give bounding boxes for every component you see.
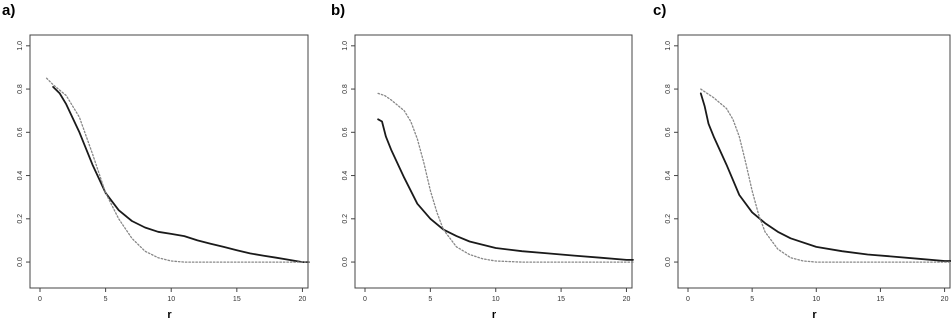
y-tick-label: 0.2 (665, 214, 672, 224)
x-tick-label: 5 (428, 296, 432, 303)
panel-label: c) (653, 2, 666, 19)
y-tick-label: 0.2 (342, 214, 349, 224)
y-tick-label: 0.8 (17, 84, 24, 94)
panel-label: b) (331, 2, 345, 19)
y-tick-label: 0.4 (17, 171, 24, 181)
y-tick-label: 1.0 (17, 41, 24, 51)
x-tick-label: 5 (750, 296, 754, 303)
x-tick-label: 10 (812, 296, 820, 303)
x-tick-label: 20 (299, 296, 307, 303)
series-line-dotted (700, 88, 951, 263)
x-tick-label: 20 (941, 296, 949, 303)
y-tick-label: 0.6 (342, 127, 349, 137)
x-tick-label: 15 (877, 296, 885, 303)
plot-frame (29, 34, 309, 289)
plot-frame (354, 34, 633, 289)
y-tick-label: 0.0 (665, 257, 672, 267)
y-tick-label: 0.8 (342, 84, 349, 94)
series-line-solid (699, 92, 951, 262)
plot-frame (677, 34, 951, 289)
panel-b: b) 0 5 10 15 20 0.0 0.2 0.4 0.6 0.8 1.0 r (331, 2, 634, 321)
y-tick-label: 0.8 (665, 84, 672, 94)
x-tick-label: 15 (557, 296, 565, 303)
y-tick-label: 0.4 (665, 171, 672, 181)
x-tick-label: 10 (167, 296, 175, 303)
y-tick-label: 0.0 (17, 257, 24, 267)
y-tick-label: 0.0 (342, 257, 349, 267)
panel-c: c) 0 5 10 15 20 0.0 0.2 0.4 0.6 0.8 1.0 r (653, 2, 951, 321)
x-tick-label: 15 (233, 296, 241, 303)
panel-a: a) 0 5 10 15 20 0.0 0.2 0.4 0.6 0.8 1.0 r (2, 2, 310, 321)
panel-label: a) (2, 2, 15, 19)
y-tick-label: 0.6 (17, 127, 24, 137)
x-axis-label: r (167, 309, 172, 321)
y-tick-label: 1.0 (665, 41, 672, 51)
x-tick-label: 10 (492, 296, 500, 303)
x-axis-label: r (492, 309, 497, 321)
series-line-dotted (377, 92, 634, 263)
y-tick-label: 0.2 (17, 214, 24, 224)
series-line-dotted (45, 77, 310, 263)
series-line-solid (377, 118, 634, 261)
series-line-solid (52, 86, 310, 264)
x-tick-label: 20 (623, 296, 631, 303)
x-tick-label: 0 (38, 296, 42, 303)
y-tick-label: 0.6 (665, 127, 672, 137)
y-tick-label: 1.0 (342, 41, 349, 51)
x-tick-label: 0 (363, 296, 367, 303)
x-axis-label: r (812, 309, 817, 321)
x-tick-label: 0 (686, 296, 690, 303)
y-tick-label: 0.4 (342, 171, 349, 181)
x-tick-label: 5 (104, 296, 108, 303)
